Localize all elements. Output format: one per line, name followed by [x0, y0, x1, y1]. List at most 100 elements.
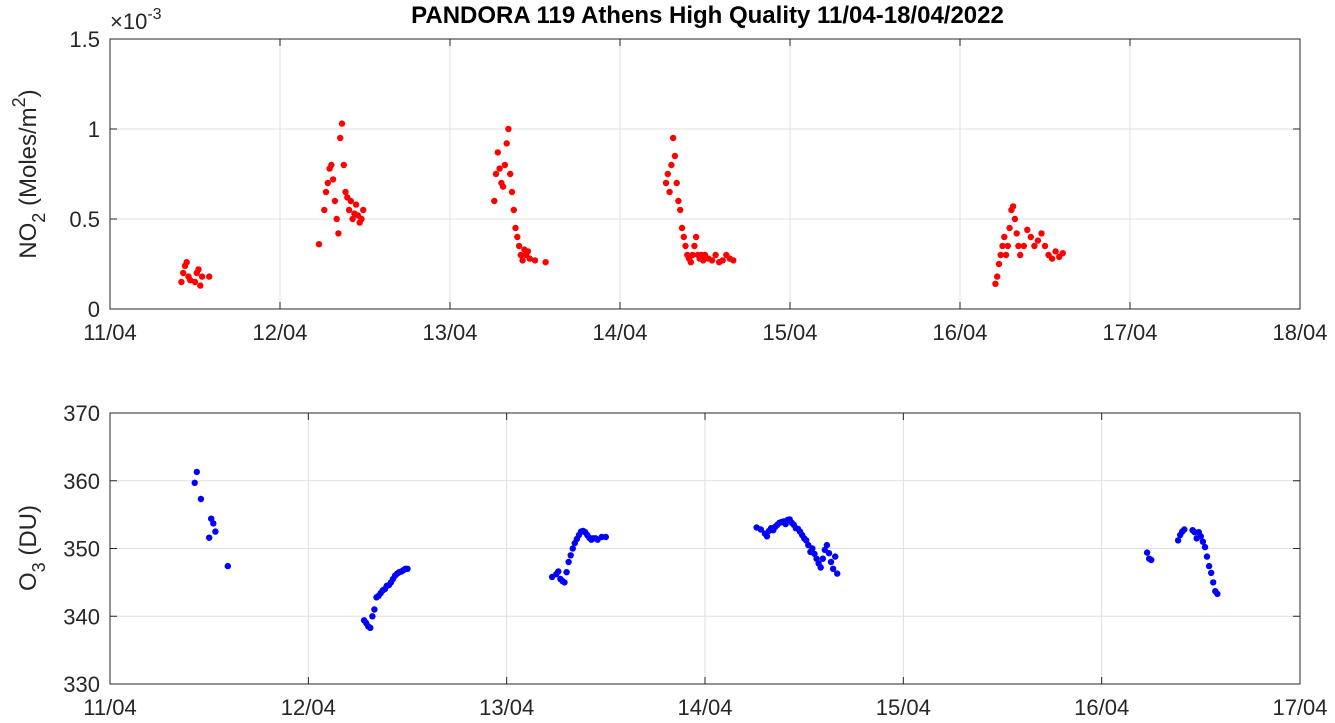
data-point: [999, 242, 1006, 250]
data-point: [198, 273, 206, 280]
data-point: [195, 266, 202, 273]
data-point: [712, 251, 719, 259]
data-point: [512, 224, 519, 232]
x-tick-label: 18/04: [1272, 320, 1327, 345]
data-point: [708, 257, 716, 264]
subplot-1: 11/04 12/04 13/04 14/04 15/04 16/04 17/04 18/04…: [9, 6, 1328, 345]
data-point: [1210, 579, 1217, 586]
x-tick-label: 11/04: [83, 695, 136, 720]
data-point: [1143, 549, 1151, 556]
data-point: [492, 170, 500, 178]
data-point: [602, 533, 609, 541]
data-point: [329, 176, 337, 183]
data-point: [719, 257, 726, 264]
data-point: [349, 215, 356, 223]
x-tick-label: 14/04: [592, 320, 647, 345]
x-tick-label: 15/04: [876, 695, 931, 720]
data-point: [369, 613, 376, 620]
data-point: [1034, 237, 1042, 244]
x-tick-label: 12/04: [281, 695, 336, 720]
y-tick-label: 370: [63, 401, 100, 426]
subplot-2: 11/04 12/04 13/04 14/04 15/04 16/04 17/04 330 34…: [15, 401, 1328, 720]
data-point: [501, 161, 509, 169]
data-point: [692, 233, 700, 241]
data-point: [680, 233, 687, 241]
x-tick-label: 11/04: [83, 320, 136, 345]
data-point: [371, 606, 378, 613]
data-point: [1015, 242, 1022, 250]
data-point: [345, 206, 353, 214]
data-point: [1027, 233, 1035, 241]
data-point: [1201, 543, 1209, 551]
data-point: [569, 545, 576, 552]
data-point: [496, 165, 503, 172]
data-point: [1013, 230, 1020, 237]
data-point: [358, 215, 365, 223]
data-point: [823, 541, 831, 549]
y-tick-label: 360: [63, 469, 100, 494]
data-point: [561, 579, 568, 586]
data-point: [360, 206, 367, 214]
data-point: [827, 558, 835, 566]
y-tick-label: 340: [63, 604, 100, 629]
data-point: [514, 233, 521, 241]
data-point: [404, 565, 411, 572]
data-point: [1181, 526, 1188, 533]
data-point: [809, 545, 816, 552]
y-tick-label: 0.5: [69, 207, 100, 232]
x-tick-label: 14/04: [677, 695, 732, 720]
data-point: [503, 140, 510, 147]
data-point: [1004, 242, 1011, 250]
data-point: [206, 273, 213, 280]
data-point: [565, 558, 572, 566]
data-point: [491, 197, 498, 205]
data-point: [1214, 590, 1221, 598]
data-point: [1052, 248, 1059, 255]
data-point: [542, 259, 549, 266]
data-point: [338, 120, 346, 127]
data-point: [180, 269, 187, 277]
data-point: [494, 149, 501, 156]
data-point: [829, 565, 837, 572]
data-point: [193, 468, 200, 476]
data-point: [673, 179, 680, 187]
y-axis-label: O3 (DU): [15, 505, 49, 591]
data-point: [178, 278, 185, 286]
data-point: [337, 134, 344, 142]
x-tick-label: 13/04: [422, 320, 477, 345]
data-point: [333, 215, 340, 223]
data-point: [367, 624, 374, 631]
data-point: [340, 161, 347, 169]
data-point: [687, 259, 694, 266]
data-point: [1041, 242, 1049, 250]
x-tick-label: 16/04: [932, 320, 987, 345]
y-tick-label: 1.5: [69, 27, 100, 52]
data-point: [1059, 250, 1066, 257]
data-point: [992, 280, 999, 287]
x-tick-label: 16/04: [1074, 695, 1129, 720]
data-point: [819, 555, 826, 562]
data-point: [677, 206, 684, 214]
data-point: [352, 201, 360, 208]
data-point: [499, 183, 507, 190]
data-point: [668, 161, 675, 169]
y-tick-label: 1: [88, 117, 100, 142]
data-point: [191, 479, 198, 486]
data-point: [678, 224, 686, 232]
data-point: [1197, 533, 1205, 540]
chart-title: PANDORA 119 Athens High Quality 11/04-18…: [411, 2, 1004, 29]
data-point: [567, 552, 574, 559]
data-point: [347, 197, 354, 205]
data-point: [1199, 538, 1207, 545]
data-point: [1024, 226, 1031, 233]
data-point: [1203, 553, 1211, 560]
data-point: [519, 257, 526, 264]
y-axis-label: NO2 (Moles/m2): [9, 89, 49, 258]
data-point: [994, 273, 1001, 280]
data-point: [997, 251, 1004, 259]
data-point: [825, 550, 833, 557]
data-point: [1048, 255, 1056, 262]
data-point: [331, 197, 339, 205]
x-tick-label: 17/04: [1272, 695, 1327, 720]
data-point: [197, 495, 205, 503]
